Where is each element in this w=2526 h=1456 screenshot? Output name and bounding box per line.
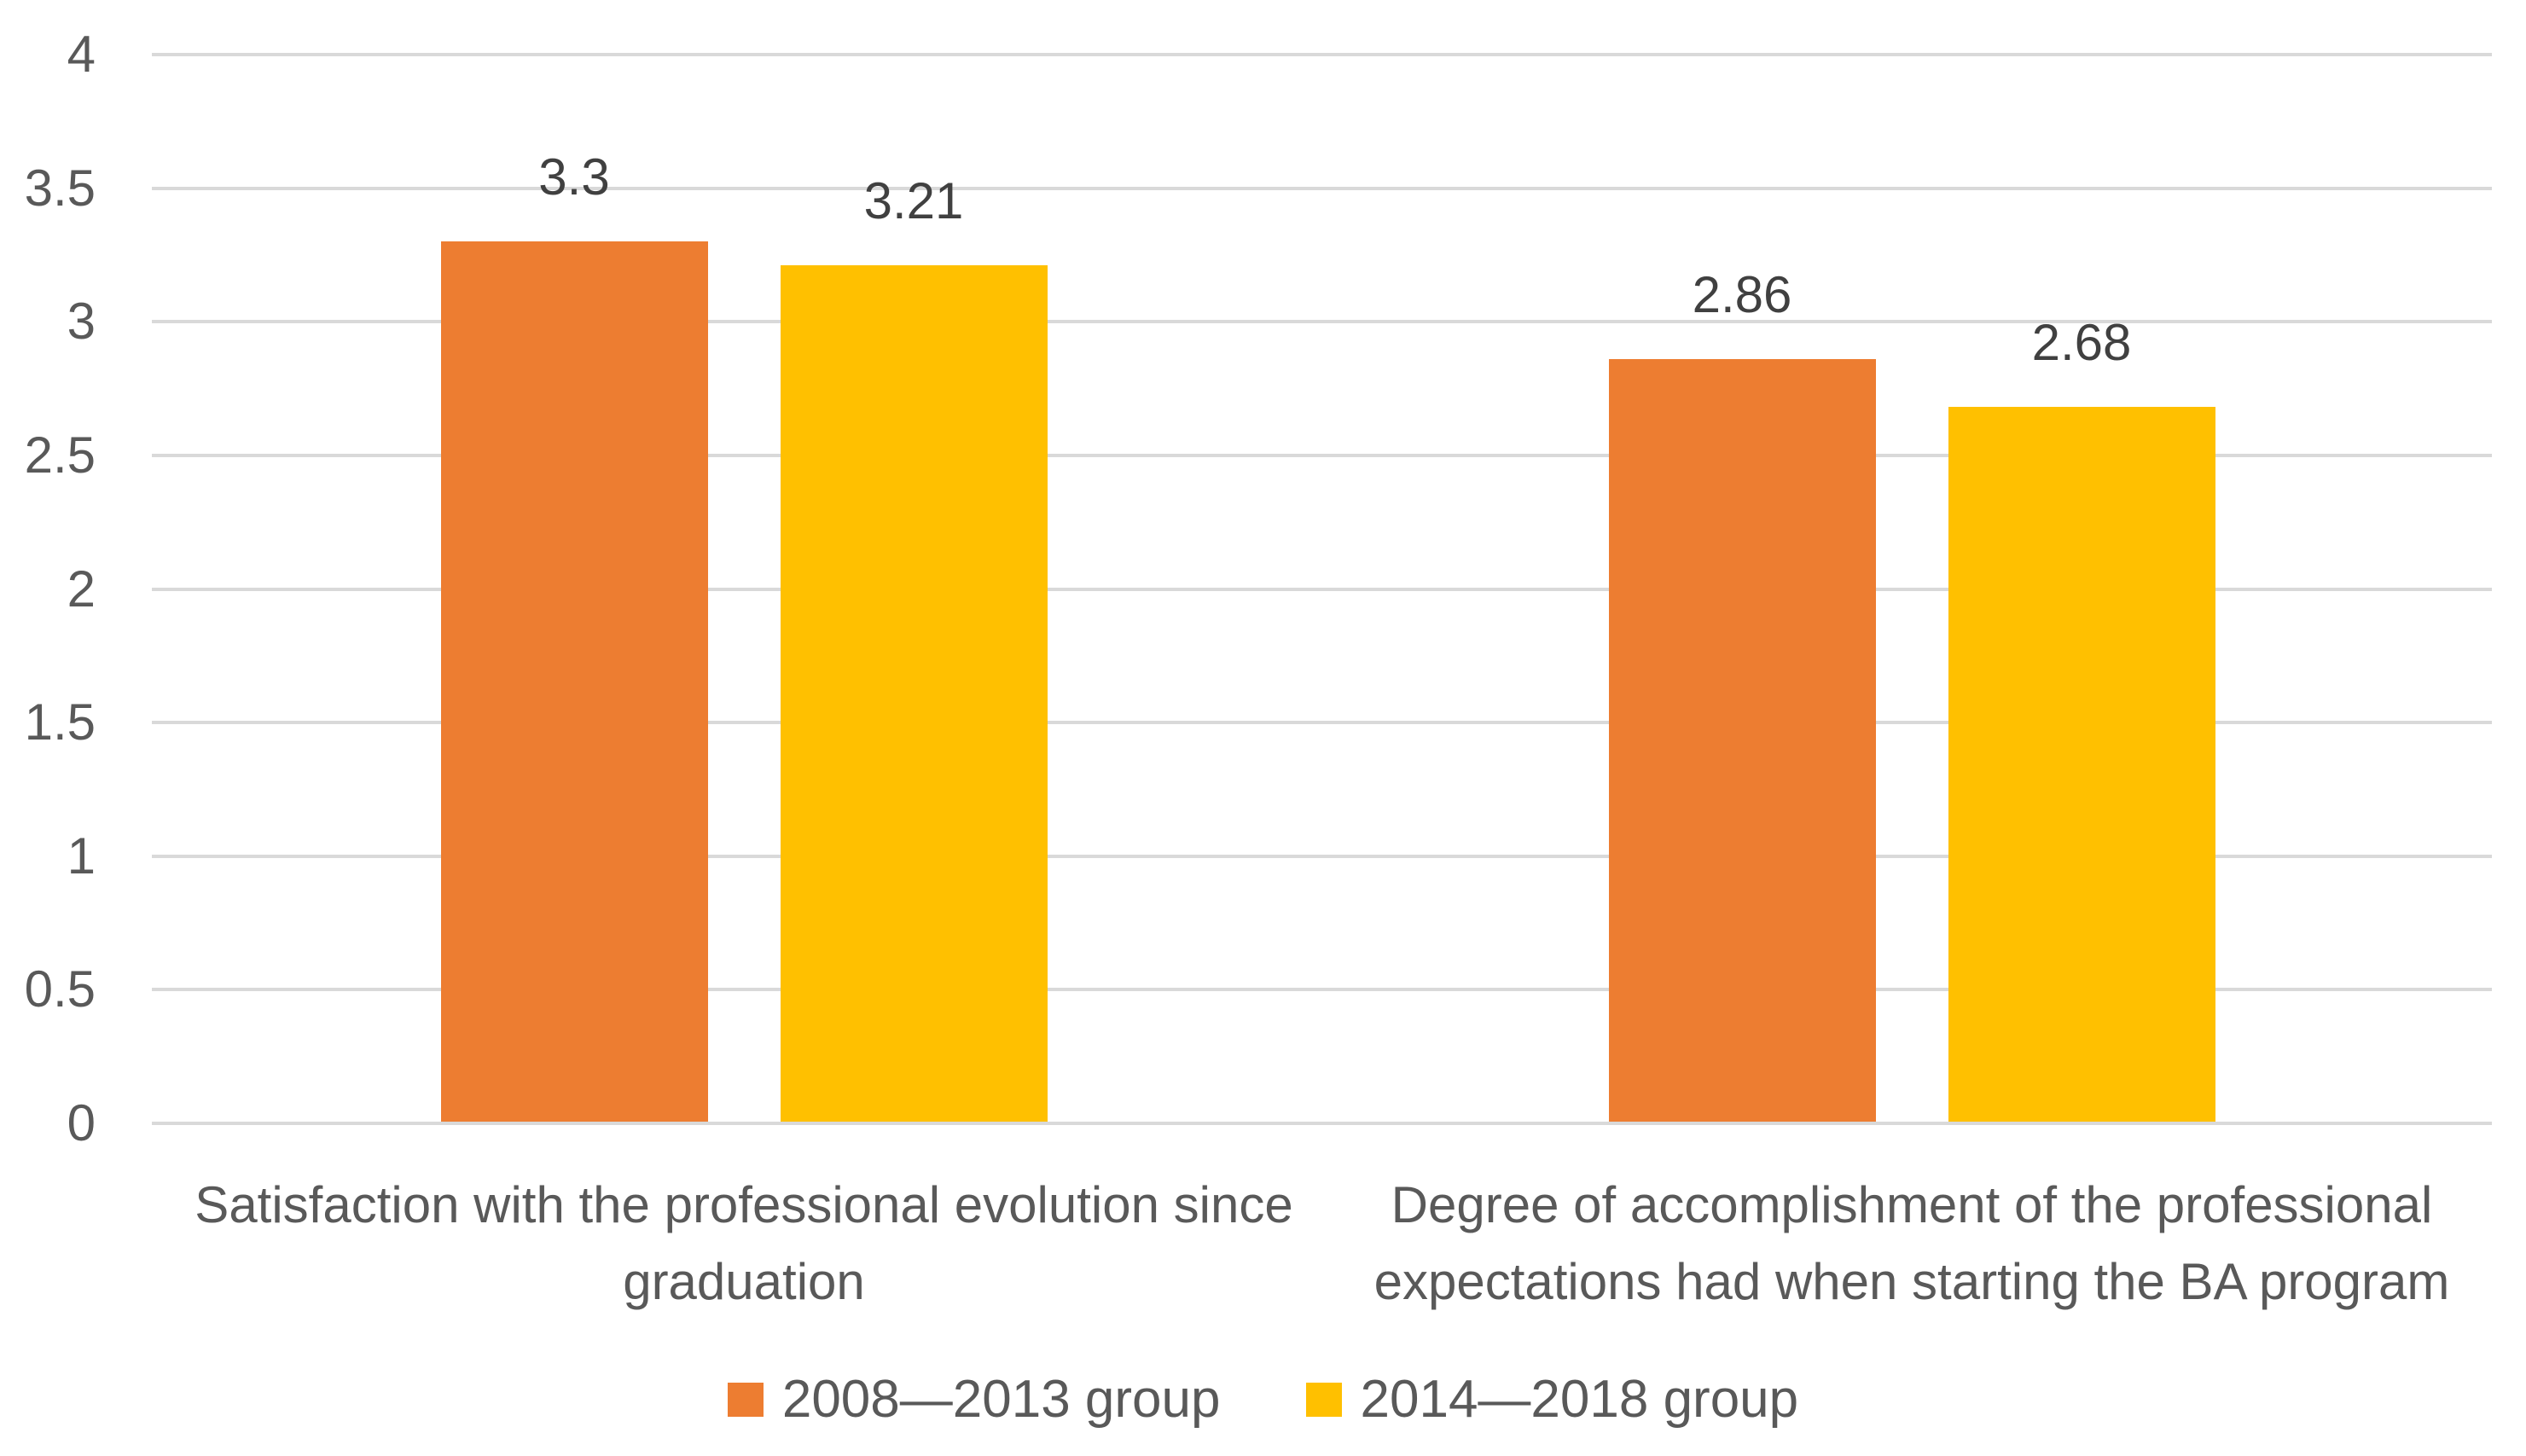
y-tick-label: 1.5 <box>24 693 96 751</box>
bar <box>1608 359 1876 1122</box>
gridline <box>152 53 2492 56</box>
bar <box>1948 407 2215 1122</box>
legend-swatch-icon <box>727 1383 764 1417</box>
category-label: Degree of accomplishment of the professi… <box>1373 1176 2450 1310</box>
bar-value-label: 2.68 <box>2031 314 2132 372</box>
legend: 2008—2013 group 2014—2018 group <box>0 1372 2526 1428</box>
gridline <box>152 320 2492 324</box>
y-tick-label: 2 <box>67 560 96 618</box>
y-tick-label: 0.5 <box>24 960 96 1018</box>
legend-label: 2014—2018 group <box>1360 1370 1799 1429</box>
gridline <box>152 721 2492 725</box>
gridline <box>152 1122 2492 1125</box>
y-tick-label: 1 <box>67 827 96 885</box>
legend-swatch-icon <box>1305 1383 1342 1417</box>
gridline <box>152 453 2492 457</box>
y-tick-label: 2.5 <box>24 426 96 484</box>
y-tick-label: 4 <box>67 26 96 83</box>
category-label: Satisfaction with the professional evolu… <box>195 1176 1293 1310</box>
gridline <box>152 587 2492 591</box>
legend-label: 2008—2013 group <box>781 1370 1221 1429</box>
gridline <box>152 854 2492 858</box>
legend-item: 2008—2013 group <box>727 1370 1221 1429</box>
bar <box>780 265 1048 1122</box>
bar <box>440 241 708 1122</box>
bar-value-label: 3.21 <box>863 172 964 230</box>
legend-item: 2014—2018 group <box>1305 1370 1799 1429</box>
bar-value-label: 2.86 <box>1692 266 1792 324</box>
y-tick-label: 0 <box>67 1094 96 1151</box>
gridline <box>152 988 2492 992</box>
bar-value-label: 3.3 <box>538 148 610 206</box>
y-tick-label: 3.5 <box>24 159 96 217</box>
y-tick-label: 3 <box>67 293 96 351</box>
gridline <box>152 186 2492 190</box>
